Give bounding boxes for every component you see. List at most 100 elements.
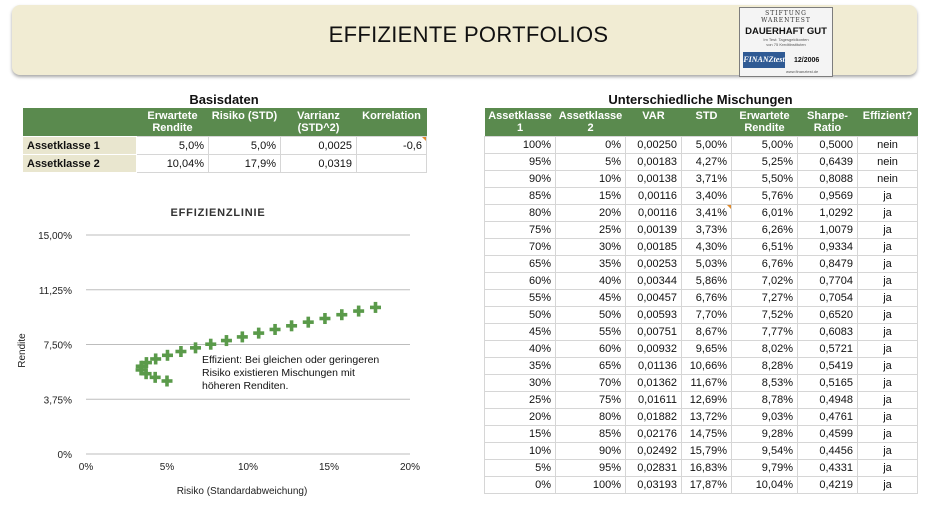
cell[interactable]: 0,5419 [797,357,858,375]
cell[interactable]: 0,00139 [625,221,682,239]
cell[interactable]: 0,00932 [625,340,682,358]
cell[interactable]: ja [857,204,918,222]
cell[interactable]: 95% [555,459,626,477]
cell[interactable]: 8,53% [731,374,798,392]
cell[interactable]: 0,00457 [625,289,682,307]
cell[interactable]: 70% [484,238,556,256]
cell[interactable]: 15% [484,425,556,443]
cell[interactable]: 80% [484,204,556,222]
cell[interactable]: 15% [555,187,626,205]
cell[interactable]: ja [857,238,918,256]
cell[interactable]: 80% [555,408,626,426]
cell[interactable]: 4,30% [681,238,732,256]
cell[interactable]: ja [857,459,918,477]
cell[interactable]: 0,00116 [625,187,682,205]
cell[interactable]: 40% [555,272,626,290]
cell[interactable]: ja [857,357,918,375]
cell[interactable]: 13,72% [681,408,732,426]
cell[interactable]: 0,03193 [625,476,682,494]
cell[interactable]: 17,87% [681,476,732,494]
cell[interactable]: 1,0292 [797,204,858,222]
cell[interactable]: 8,78% [731,391,798,409]
cell[interactable]: 45% [555,289,626,307]
cell[interactable]: ja [857,289,918,307]
cell[interactable]: 7,02% [731,272,798,290]
cell[interactable]: 0,00253 [625,255,682,273]
cell[interactable]: 0,5165 [797,374,858,392]
cell[interactable]: 60% [484,272,556,290]
cell[interactable]: 35% [484,357,556,375]
cell[interactable]: ja [857,425,918,443]
cell[interactable]: 9,65% [681,340,732,358]
cell[interactable]: ja [857,221,918,239]
cell[interactable]: nein [857,170,918,188]
cell[interactable]: 30% [555,238,626,256]
cell[interactable]: 5,00% [681,136,732,154]
cell[interactable]: 0,00185 [625,238,682,256]
cell[interactable]: 5,76% [731,187,798,205]
cell[interactable]: 6,51% [731,238,798,256]
cell[interactable]: 0,6520 [797,306,858,324]
cell[interactable]: 10,66% [681,357,732,375]
cell[interactable]: 10,04% [136,154,209,173]
cell[interactable]: 55% [484,289,556,307]
cell[interactable]: 0,7054 [797,289,858,307]
cell[interactable]: 9,54% [731,442,798,460]
cell[interactable]: 5% [484,459,556,477]
cell[interactable]: 3,71% [681,170,732,188]
cell[interactable]: 0% [484,476,556,494]
cell[interactable]: 11,67% [681,374,732,392]
cell[interactable]: 0% [555,136,626,154]
cell[interactable]: 20% [555,204,626,222]
cell[interactable]: 0,4219 [797,476,858,494]
cell[interactable]: 0,4331 [797,459,858,477]
cell[interactable]: 0,0025 [280,136,357,155]
cell[interactable]: 0,01362 [625,374,682,392]
cell[interactable]: 0,02492 [625,442,682,460]
cell[interactable]: 30% [484,374,556,392]
cell[interactable]: 9,79% [731,459,798,477]
cell[interactable]: 0,4761 [797,408,858,426]
cell[interactable]: 20% [484,408,556,426]
cell[interactable]: 5% [555,153,626,171]
cell[interactable]: 6,76% [681,289,732,307]
cell[interactable]: 50% [555,306,626,324]
cell[interactable]: 4,27% [681,153,732,171]
cell[interactable]: 0,00593 [625,306,682,324]
cell[interactable]: ja [857,340,918,358]
cell[interactable]: 0,8088 [797,170,858,188]
cell[interactable]: ja [857,374,918,392]
cell[interactable]: 0,01882 [625,408,682,426]
cell[interactable]: 65% [555,357,626,375]
cell[interactable]: 3,41% [681,204,732,222]
cell[interactable]: 100% [484,136,556,154]
cell[interactable]: ja [857,391,918,409]
cell[interactable]: 5,25% [731,153,798,171]
cell[interactable]: 3,73% [681,221,732,239]
cell[interactable]: 25% [484,391,556,409]
cell[interactable]: 5,00% [731,136,798,154]
cell[interactable]: 0,4599 [797,425,858,443]
cell[interactable]: 9,28% [731,425,798,443]
cell[interactable]: 50% [484,306,556,324]
cell[interactable]: 7,52% [731,306,798,324]
cell[interactable]: 0,6083 [797,323,858,341]
cell[interactable]: ja [857,408,918,426]
cell[interactable]: 8,02% [731,340,798,358]
cell[interactable]: 10% [484,442,556,460]
cell[interactable]: 5,0% [208,136,281,155]
cell[interactable]: 6,01% [731,204,798,222]
cell[interactable]: 0,00116 [625,204,682,222]
cell[interactable]: 16,83% [681,459,732,477]
cell[interactable]: 0,4948 [797,391,858,409]
cell[interactable]: 0,00344 [625,272,682,290]
cell[interactable]: 0,5000 [797,136,858,154]
cell[interactable]: 25% [555,221,626,239]
cell[interactable]: 1,0079 [797,221,858,239]
cell[interactable]: ja [857,476,918,494]
cell[interactable]: 5,03% [681,255,732,273]
cell[interactable]: 3,40% [681,187,732,205]
cell[interactable]: 75% [555,391,626,409]
cell[interactable]: nein [857,136,918,154]
cell[interactable]: ja [857,323,918,341]
